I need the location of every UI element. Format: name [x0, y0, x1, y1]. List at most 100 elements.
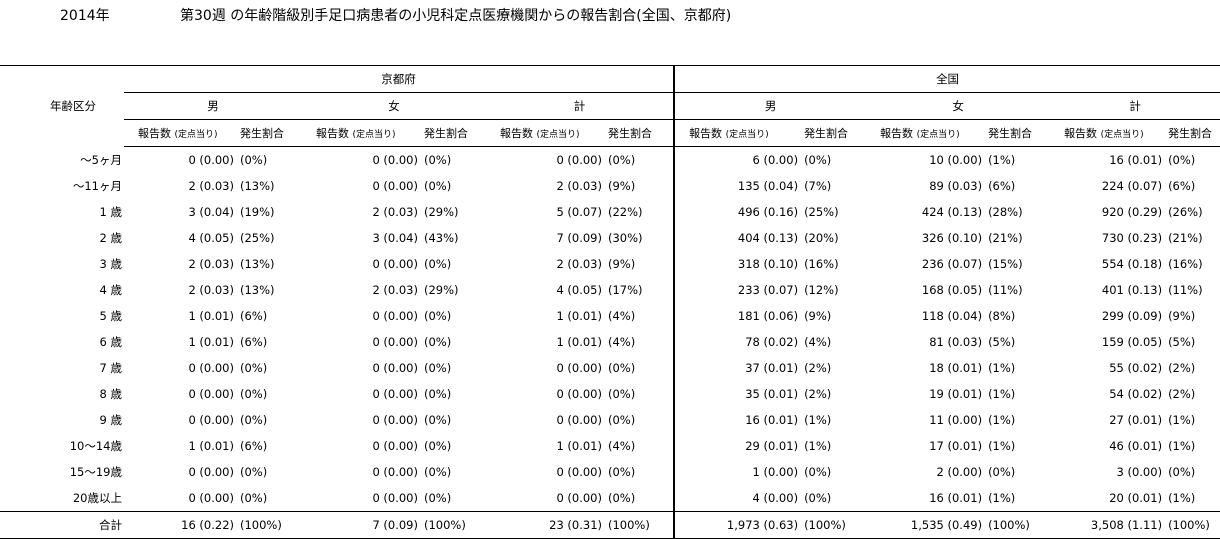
- ratio-cell: (43%): [424, 231, 459, 245]
- ratio-cell: (100%): [238, 511, 302, 539]
- ratio-header: 発生割合: [238, 119, 302, 147]
- count-cell: 318 (0.10): [737, 257, 799, 271]
- ratio-cell: (0%): [424, 179, 452, 193]
- count-cell: 0 (0.00): [188, 153, 234, 167]
- ratio-cell: (0%): [1168, 465, 1196, 479]
- total-row: 合計 16 (0.22) (100%) 7 (0.09) (100%) 23 (0.31)…: [0, 511, 1220, 539]
- ratio-cell: (0%): [988, 465, 1016, 479]
- count-cell: 181 (0.06): [737, 309, 799, 323]
- per-site-label: (定点当り): [536, 130, 580, 140]
- ratio-cell: (0%): [804, 153, 832, 167]
- count-cell: 0 (0.00): [556, 413, 602, 427]
- region-header-national: 全国: [674, 65, 1220, 93]
- count-label: 報告数: [138, 127, 171, 140]
- ratio-header: 発生割合: [422, 119, 486, 147]
- ratio-cell: (13%): [240, 283, 275, 297]
- sex-header-kyoto-female: 女: [302, 92, 486, 120]
- ratio-cell: (100%): [1166, 511, 1220, 539]
- per-site-label: (定点当り): [725, 130, 769, 140]
- ratio-cell: (5%): [1168, 335, 1196, 349]
- ratio-cell: (29%): [424, 283, 459, 297]
- table-row: 3 歳 2 (0.03) (13%) 0 (0.00) (0%) 2 (0.03) (9%)…: [0, 251, 1220, 277]
- count-cell: 0 (0.00): [372, 153, 418, 167]
- ratio-cell: (0%): [240, 465, 268, 479]
- count-cell: 2 (0.03): [188, 283, 234, 297]
- ratio-cell: (21%): [1168, 231, 1203, 245]
- ratio-cell: (1%): [988, 387, 1016, 401]
- age-cell: 7 歳: [99, 361, 122, 375]
- count-cell: 0 (0.00): [556, 361, 602, 375]
- ratio-cell: (16%): [804, 257, 839, 271]
- ratio-cell: (11%): [1168, 283, 1203, 297]
- table-row: 8 歳 0 (0.00) (0%) 0 (0.00) (0%) 0 (0.00) (0%) 3…: [0, 381, 1220, 407]
- ratio-cell: (25%): [804, 205, 839, 219]
- ratio-cell: (1%): [988, 413, 1016, 427]
- count-cell: 17 (0.01): [929, 439, 983, 453]
- count-cell: 0 (0.00): [372, 179, 418, 193]
- count-label: 報告数: [316, 127, 349, 140]
- ratio-cell: (6%): [988, 179, 1016, 193]
- count-cell: 3 (0.04): [372, 231, 418, 245]
- ratio-cell: (100%): [986, 511, 1051, 539]
- age-cell: ～11ヶ月: [72, 179, 122, 193]
- ratio-cell: (0%): [424, 413, 452, 427]
- ratio-cell: (0%): [424, 153, 452, 167]
- table-row: 20歳以上 0 (0.00) (0%) 0 (0.00) (0%) 0 (0.00) (0%…: [0, 485, 1220, 512]
- ratio-cell: (1%): [988, 491, 1016, 505]
- count-cell: 1 (0.01): [556, 439, 602, 453]
- ratio-cell: (13%): [240, 257, 275, 271]
- count-cell: 1 (0.01): [556, 309, 602, 323]
- count-cell: 0 (0.00): [372, 361, 418, 375]
- count-cell: 0 (0.00): [188, 387, 234, 401]
- count-cell: 1 (0.01): [188, 309, 234, 323]
- count-header: 報告数 (定点当り): [124, 119, 238, 147]
- count-cell: 0 (0.00): [372, 491, 418, 505]
- ratio-cell: (25%): [240, 231, 275, 245]
- ratio-cell: (4%): [606, 303, 676, 329]
- sex-header-national-total: 計: [1050, 92, 1220, 120]
- count-cell: 0 (0.00): [188, 465, 234, 479]
- count-cell: 10 (0.00): [929, 153, 983, 167]
- count-cell: 1 (0.01): [188, 335, 234, 349]
- ratio-cell: (1%): [1168, 491, 1196, 505]
- count-cell: 1 (0.01): [188, 439, 234, 453]
- report-title: 第30週 の年齢階級別手足口病患者の小児科定点医療機関からの報告割合(全国、京都…: [180, 8, 732, 24]
- ratio-cell: (4%): [606, 433, 676, 459]
- ratio-cell: (20%): [804, 231, 839, 245]
- count-cell: 20 (0.01): [1109, 491, 1163, 505]
- ratio-cell: (9%): [804, 309, 832, 323]
- age-cell: 5 歳: [99, 309, 122, 323]
- count-cell: 4 (0.00): [752, 491, 799, 505]
- ratio-cell: (0%): [424, 309, 452, 323]
- ratio-cell: (9%): [606, 173, 676, 199]
- count-cell: 299 (0.09): [1101, 309, 1163, 323]
- count-cell: 16 (0.01): [1109, 153, 1163, 167]
- table-row: 10～14歳 1 (0.01) (6%) 0 (0.00) (0%) 1 (0.01) (4…: [0, 433, 1220, 459]
- count-label: 報告数: [1064, 127, 1098, 140]
- ratio-cell: (16%): [1168, 257, 1203, 271]
- count-cell: 1,535 (0.49): [866, 511, 987, 539]
- count-header: 報告数 (定点当り): [866, 119, 987, 147]
- age-cell: 9 歳: [99, 413, 122, 427]
- ratio-cell: (7%): [804, 179, 832, 193]
- ratio-cell: (30%): [606, 225, 676, 251]
- count-cell: 23 (0.31): [486, 511, 606, 539]
- table-row: 15～19歳 0 (0.00) (0%) 0 (0.00) (0%) 0 (0.00) (0…: [0, 459, 1220, 485]
- ratio-cell: (0%): [804, 491, 832, 505]
- ratio-cell: (26%): [1168, 205, 1203, 219]
- table-row: 1 歳 3 (0.04) (19%) 2 (0.03) (29%) 5 (0.07) (22…: [0, 199, 1220, 225]
- count-header: 報告数 (定点当り): [1050, 119, 1167, 147]
- ratio-cell: (2%): [804, 361, 832, 375]
- count-cell: 18 (0.01): [929, 361, 983, 375]
- ratio-cell: (0%): [1168, 153, 1196, 167]
- count-cell: 2 (0.00): [936, 465, 983, 479]
- per-site-label: (定点当り): [1100, 130, 1144, 140]
- count-cell: 29 (0.01): [745, 439, 799, 453]
- ratio-cell: (6%): [240, 309, 268, 323]
- table-row: 4 歳 2 (0.03) (13%) 2 (0.03) (29%) 4 (0.05) (17…: [0, 277, 1220, 303]
- count-cell: 0 (0.00): [188, 491, 234, 505]
- ratio-cell: (1%): [804, 413, 832, 427]
- count-cell: 236 (0.07): [921, 257, 983, 271]
- count-cell: 2 (0.03): [556, 257, 602, 271]
- table-row: 9 歳 0 (0.00) (0%) 0 (0.00) (0%) 0 (0.00) (0%) 1…: [0, 407, 1220, 433]
